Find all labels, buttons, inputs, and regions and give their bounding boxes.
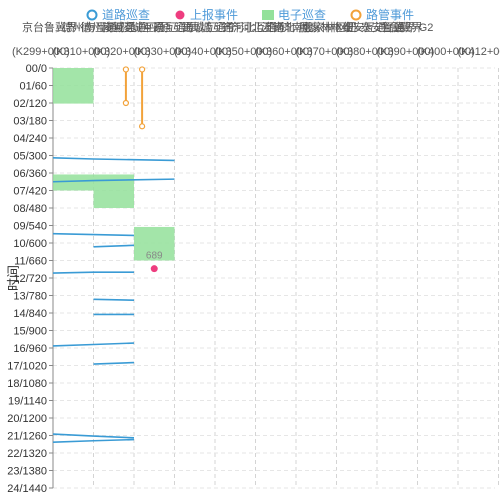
legend[interactable]: 道路巡查 上报事件 电子巡查 路管事件 xyxy=(86,7,415,22)
y-tick-label: 15/900 xyxy=(13,326,47,338)
legend-dot-icon xyxy=(175,10,185,20)
legend-label: 道路巡查 xyxy=(102,7,150,22)
y-tick-label: 10/600 xyxy=(13,238,47,250)
y-axis-ticks: 00/0 01/60 02/120 03/180 04/240 05/300 06/360 0… xyxy=(7,63,53,495)
y-tick-label: 01/60 xyxy=(19,81,47,93)
y-tick-label: 24/1440 xyxy=(7,483,47,495)
patrol-line[interactable] xyxy=(52,343,94,347)
stake-label: (K320+000) xyxy=(93,46,151,58)
patrol-line[interactable] xyxy=(93,298,135,301)
patrol-line[interactable] xyxy=(93,233,135,237)
y-tick-label: 06/360 xyxy=(13,168,47,180)
y-tick-label: 21/1260 xyxy=(7,431,47,443)
report-point[interactable] xyxy=(150,265,158,273)
legend-item[interactable]: 上报事件 xyxy=(175,7,239,22)
y-tick-label: 23/1380 xyxy=(7,466,47,478)
patrol-line[interactable] xyxy=(52,232,94,236)
stake-label: (K412+000) xyxy=(458,46,500,58)
report-point-label: 689 xyxy=(146,251,163,262)
y-tick-label: 13/780 xyxy=(13,291,47,303)
stake-label: (K380+000) xyxy=(336,46,394,58)
legend-label: 电子巡查 xyxy=(278,8,326,22)
y-tick-label: 20/1200 xyxy=(7,413,47,425)
y-tick-label: 16/960 xyxy=(13,343,47,355)
patrol-line[interactable] xyxy=(52,433,94,437)
plot-area: 689 xyxy=(52,66,175,444)
legend-rect-icon xyxy=(262,10,274,20)
road-name-label: 禹城互通-齐河北互通 xyxy=(182,20,285,34)
road-name-label: 京台鲁冀界-德州南互通 xyxy=(22,20,136,34)
stake-label: (K360+000) xyxy=(255,46,313,58)
road-name-label: 济南北-殷家林枢纽 xyxy=(262,20,354,34)
y-tick-label: 00/0 xyxy=(26,63,47,75)
stake-label: (K390+000) xyxy=(377,46,435,58)
road-name-label: 殷家林枢纽-泰安互通 xyxy=(302,20,405,34)
event-end-point[interactable] xyxy=(139,123,146,130)
patrol-line[interactable] xyxy=(93,435,135,439)
event-end-point[interactable] xyxy=(122,99,130,107)
patrol-rect[interactable] xyxy=(53,174,134,191)
y-tick-label: 03/180 xyxy=(13,116,47,128)
patrol-line[interactable] xyxy=(52,157,94,160)
stake-label: (K299+000) xyxy=(12,46,70,58)
stake-label: (K330+000) xyxy=(134,46,192,58)
patrol-line[interactable] xyxy=(93,178,175,182)
patrol-rect[interactable] xyxy=(53,68,94,104)
legend-item[interactable]: 路管事件 xyxy=(350,7,415,22)
y-tick-label: 14/840 xyxy=(13,308,47,320)
patrol-rect[interactable] xyxy=(93,190,135,209)
stake-label: (K400+000) xyxy=(417,46,475,58)
stake-label: (K370+000) xyxy=(296,46,354,58)
road-header: 京台鲁冀界-德州南互通德州南互通-陵城互通陵城互通-平原互通平原互通-禹城互通禹… xyxy=(12,20,500,58)
stake-label: (K340+000) xyxy=(174,46,232,58)
y-tick-label: 22/1320 xyxy=(7,448,47,460)
patrol-line[interactable] xyxy=(93,342,135,346)
patrol-rect[interactable] xyxy=(134,226,175,261)
legend-item[interactable]: 道路巡查 xyxy=(86,7,151,22)
patrol-line[interactable] xyxy=(93,361,135,365)
road-name-label: 齐河北互通-济南北 xyxy=(222,20,314,34)
stake-label: (K350+000) xyxy=(215,46,273,58)
patrol-line[interactable] xyxy=(52,179,94,183)
event-start-point[interactable] xyxy=(139,66,146,73)
stake-label: (K310+000) xyxy=(53,46,111,58)
legend-item[interactable]: 电子巡查 xyxy=(262,8,326,22)
patrol-line[interactable] xyxy=(93,244,135,248)
y-tick-label: 12/720 xyxy=(13,273,47,285)
road-name-label: 陵城互通-平原互通 xyxy=(102,21,194,34)
y-tick-label: 19/1140 xyxy=(8,396,47,408)
patrol-line[interactable] xyxy=(93,158,175,162)
legend-label: 路管事件 xyxy=(366,7,414,22)
road-name-label: 平原互通-禹城互通 xyxy=(142,21,234,34)
road-name-label: 鲁冀界-G2 xyxy=(382,20,433,34)
y-tick-label: 09/540 xyxy=(13,221,47,233)
legend-ring-icon xyxy=(350,9,362,21)
road-name-label: 德州南互通-陵城互通 xyxy=(62,20,165,34)
legend-ring-icon xyxy=(86,9,98,21)
y-tick-label: 18/1080 xyxy=(7,378,47,390)
legend-label: 上报事件 xyxy=(190,7,238,22)
y-tick-label: 11/660 xyxy=(14,256,47,268)
y-axis-label: 时间 xyxy=(6,265,21,291)
event-start-point[interactable] xyxy=(122,66,130,73)
y-tick-label: 17/1020 xyxy=(7,361,47,373)
patrol-line[interactable] xyxy=(93,438,135,442)
y-tick-label: 07/420 xyxy=(13,186,47,198)
y-tick-label: 08/480 xyxy=(13,203,47,215)
patrol-line[interactable] xyxy=(52,271,94,274)
y-tick-label: 04/240 xyxy=(13,133,47,145)
y-tick-label: 02/120 xyxy=(13,98,47,110)
road-name-label: 泰安互通-鲁冀界 xyxy=(342,20,423,34)
y-tick-label: 05/300 xyxy=(13,151,47,163)
patrol-line[interactable] xyxy=(52,439,94,444)
grid-lines xyxy=(52,67,499,489)
